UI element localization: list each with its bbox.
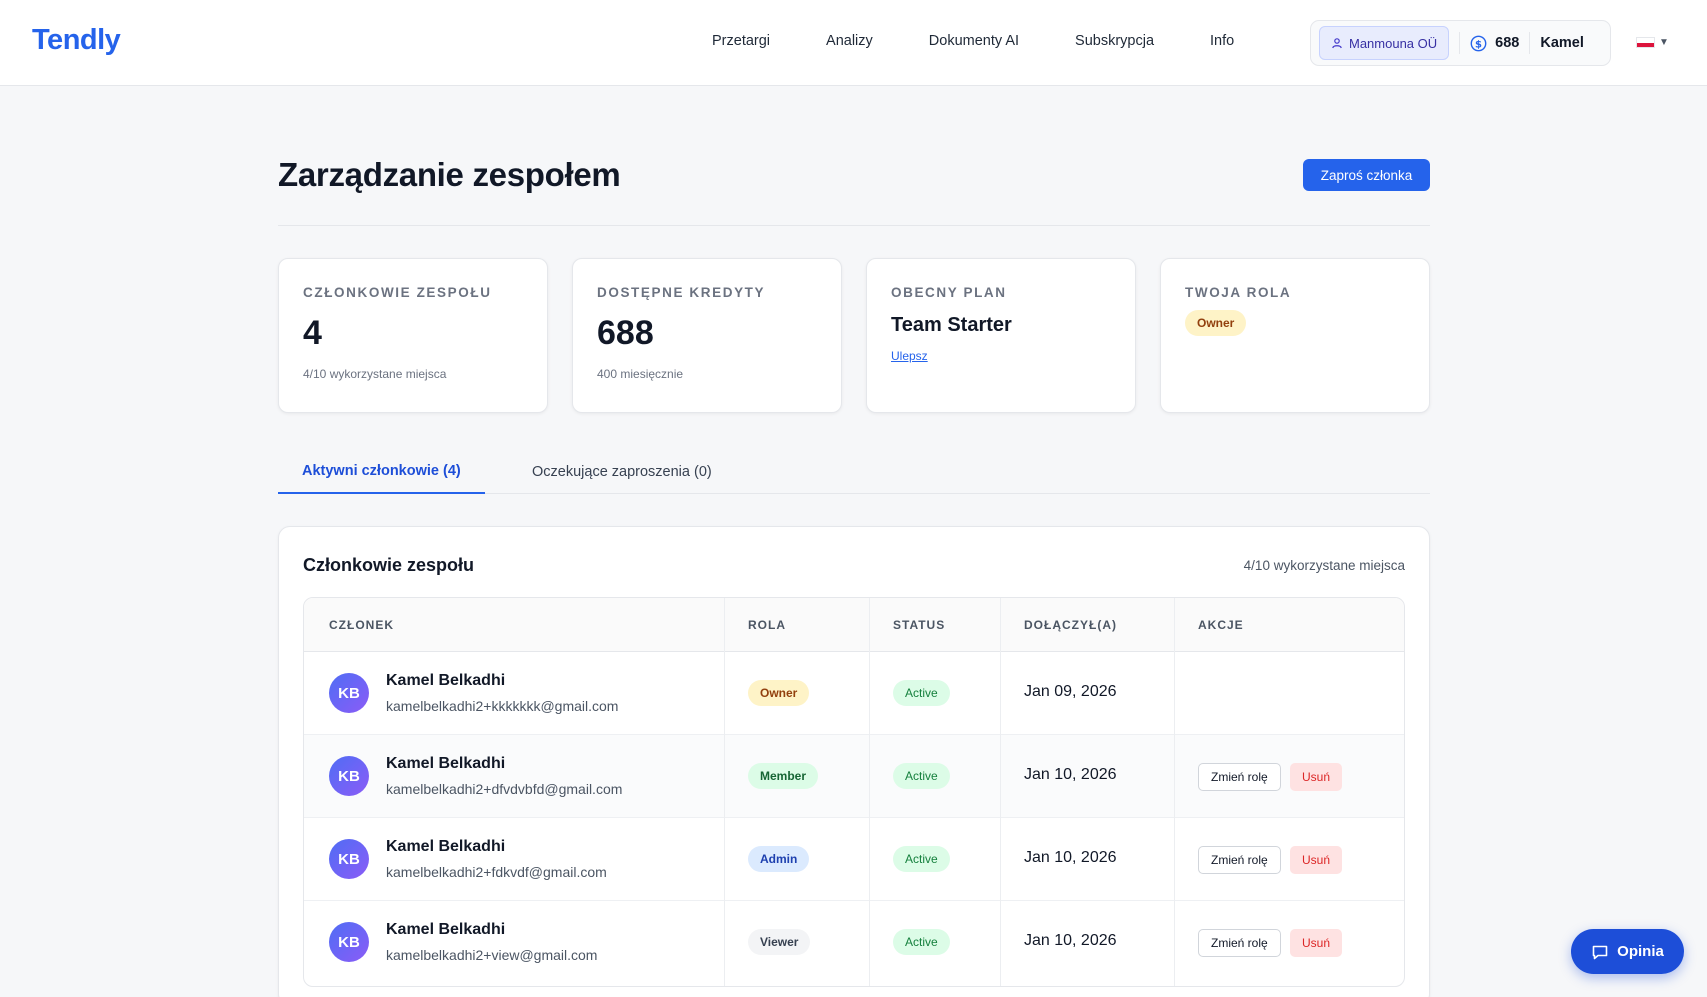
change-role-button[interactable]: Zmień rolę (1198, 846, 1281, 874)
stat-subtext: 400 miesięcznie (597, 367, 684, 381)
seats-usage: 4/10 wykorzystane miejsca (1243, 558, 1405, 573)
top-navigation-bar: Tendly Przetargi Analizy Dokumenty AI Su… (0, 0, 1707, 86)
table-row: KB Kamel Belkadhi kamelbelkadhi2+view@gm… (304, 901, 1404, 984)
member-name: Kamel Belkadhi (386, 838, 506, 855)
table-row: KB Kamel Belkadhi kamelbelkadhi2+kkkkkkk… (304, 652, 1404, 735)
change-role-button[interactable]: Zmień rolę (1198, 929, 1281, 957)
nav-link-przetargi[interactable]: Przetargi (712, 33, 771, 49)
stat-label: Członkowie zespołu (303, 285, 492, 300)
avatar: KB (329, 756, 369, 796)
separator (1459, 32, 1461, 54)
nav-link-subskrypcja[interactable]: Subskrypcja (1075, 33, 1155, 49)
member-tabs: Aktywni członkowie (4) Oczekujące zapros… (278, 450, 1430, 494)
table-header: Członek Rola Status Dołączył(a) Akcje (304, 598, 1404, 652)
remove-member-button[interactable]: Usuń (1290, 929, 1343, 957)
stat-value: 688 (597, 314, 654, 352)
chevron-down-icon: ▼ (1659, 37, 1669, 48)
panel-title: Członkowie zespołu (303, 555, 475, 575)
member-email: kamelbelkadhi2+kkkkkkk@gmail.com (386, 698, 619, 714)
status-badge: Active (893, 846, 950, 872)
column-divider (1000, 598, 1001, 986)
column-divider (869, 598, 870, 986)
page-title: Zarządzanie zespołem (278, 156, 621, 193)
divider (278, 225, 1430, 226)
avatar: KB (329, 673, 369, 713)
joined-date: Jan 10, 2026 (1024, 932, 1117, 949)
pl-flag-icon (1636, 37, 1655, 48)
nav-link-dokumenty-ai[interactable]: Dokumenty AI (928, 33, 1020, 49)
organization-switcher[interactable]: Manmouna OÜ (1319, 26, 1450, 60)
dollar-coin-icon: $ (1470, 35, 1487, 52)
status-badge: Active (893, 680, 950, 706)
stat-label: Twoja rola (1185, 285, 1292, 300)
role-badge: Member (748, 763, 819, 789)
column-header-member: Członek (329, 618, 394, 632)
credits-counter[interactable]: $ 688 (1470, 35, 1519, 52)
stat-card-team-members: Członkowie zespołu 4 4/10 wykorzystane m… (278, 258, 548, 413)
column-header-status: Status (893, 618, 946, 632)
column-header-role: Rola (748, 618, 786, 632)
credits-value: 688 (1495, 35, 1520, 51)
feedback-button[interactable]: Opinia (1571, 929, 1684, 974)
nav-link-analizy[interactable]: Analizy (826, 33, 873, 49)
stat-value: 4 (303, 314, 322, 352)
member-name: Kamel Belkadhi (386, 672, 506, 689)
table-row: KB Kamel Belkadhi kamelbelkadhi2+fdkvdf@… (304, 818, 1404, 901)
role-badge: Owner (1185, 310, 1247, 336)
upgrade-link[interactable]: Ulepsz (891, 349, 928, 363)
role-badge: Admin (748, 846, 810, 872)
change-role-button[interactable]: Zmień rolę (1198, 763, 1281, 791)
separator (1529, 32, 1531, 54)
tendly-logo[interactable]: Tendly (32, 24, 121, 56)
user-menu[interactable]: Kamel (1540, 35, 1584, 51)
column-divider (1174, 598, 1175, 986)
tab-pending-invitations[interactable]: Oczekujące zaproszenia (0) (532, 464, 712, 480)
team-members-panel: Członkowie zespołu 4/10 wykorzystane mie… (278, 526, 1430, 997)
stat-label: Obecny plan (891, 285, 1007, 300)
feedback-label: Opinia (1617, 943, 1664, 960)
organization-name: Manmouna OÜ (1349, 35, 1438, 51)
chat-bubble-icon (1591, 943, 1609, 961)
nav-link-info[interactable]: Info (1210, 33, 1235, 49)
member-email: kamelbelkadhi2+dfvdvbfd@gmail.com (386, 781, 623, 797)
table-row: KB Kamel Belkadhi kamelbelkadhi2+dfvdvbf… (304, 735, 1404, 818)
account-box: Manmouna OÜ $ 688 Kamel (1310, 20, 1611, 66)
role-badge: Viewer (748, 929, 811, 955)
user-icon (1331, 37, 1343, 49)
stat-card-credits: Dostępne kredyty 688 400 miesięcznie (572, 258, 842, 413)
avatar: KB (329, 922, 369, 962)
joined-date: Jan 10, 2026 (1024, 766, 1117, 783)
invite-member-button[interactable]: Zaproś członka (1303, 159, 1430, 191)
main-nav: Przetargi Analizy Dokumenty AI Subskrypc… (712, 33, 1234, 49)
status-badge: Active (893, 763, 950, 789)
stat-subtext: 4/10 wykorzystane miejsca (303, 367, 447, 381)
avatar: KB (329, 839, 369, 879)
svg-text:$: $ (1475, 39, 1482, 50)
column-header-actions: Akcje (1198, 618, 1244, 632)
role-badge: Owner (748, 680, 810, 706)
member-name: Kamel Belkadhi (386, 921, 506, 938)
member-email: kamelbelkadhi2+view@gmail.com (386, 947, 598, 963)
joined-date: Jan 09, 2026 (1024, 683, 1117, 700)
remove-member-button[interactable]: Usuń (1290, 846, 1343, 874)
status-badge: Active (893, 929, 950, 955)
tab-active-members[interactable]: Aktywni członkowie (4) (278, 450, 485, 494)
joined-date: Jan 10, 2026 (1024, 849, 1117, 866)
stat-label: Dostępne kredyty (597, 285, 766, 300)
plan-name: Team Starter (891, 314, 1012, 336)
column-divider (724, 598, 725, 986)
stat-card-your-role: Twoja rola Owner (1160, 258, 1430, 413)
stat-card-plan: Obecny plan Team Starter Ulepsz (866, 258, 1136, 413)
column-header-joined: Dołączył(a) (1024, 618, 1117, 632)
member-name: Kamel Belkadhi (386, 755, 506, 772)
member-email: kamelbelkadhi2+fdkvdf@gmail.com (386, 864, 607, 880)
remove-member-button[interactable]: Usuń (1290, 763, 1343, 791)
members-table: Członek Rola Status Dołączył(a) Akcje KB… (303, 597, 1405, 987)
language-selector[interactable]: ▼ (1636, 37, 1669, 48)
